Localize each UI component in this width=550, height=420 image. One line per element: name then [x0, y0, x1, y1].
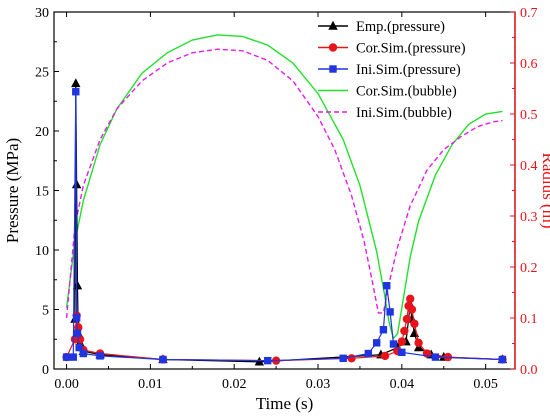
data-point: [410, 319, 419, 328]
data-point: [79, 349, 88, 358]
legend-item: Cor.Sim.(bubble): [318, 84, 457, 100]
y-tick-label: 30: [35, 6, 49, 21]
y2-tick-label: 0.3: [520, 210, 538, 225]
y2-tick-label: 0.2: [520, 261, 538, 276]
legend-label: Ini.Sim.(bubble): [356, 105, 452, 121]
series-ini-sim-bubble: [65, 48, 503, 319]
data-point: [347, 354, 356, 363]
data-point: [62, 353, 71, 361]
series-ini-sim-pressure: [62, 88, 507, 365]
data-point: [379, 326, 388, 334]
data-point: [414, 338, 423, 348]
left-y-axis: 0 5 10 15 20 25 30: [35, 6, 59, 378]
data-point: [409, 328, 420, 337]
data-point: [389, 340, 398, 348]
pressure-series-layer: [62, 78, 508, 366]
data-point: [75, 343, 83, 352]
y-tick-label: 0: [42, 363, 49, 378]
data-point: [400, 326, 409, 336]
legend-swatch-marker: [328, 20, 338, 30]
x-axis-label: Time (s): [256, 394, 313, 413]
data-point: [72, 88, 80, 96]
series-cor-sim-bubble: [65, 34, 503, 340]
data-point: [386, 308, 394, 316]
series-emp-pressure: [70, 78, 508, 366]
data-point: [402, 314, 412, 324]
x-tick-label: 0.03: [306, 377, 331, 392]
data-point: [73, 329, 82, 337]
legend-item: Cor.Sim.(pressure): [318, 41, 466, 57]
x-tick-label: 0.04: [390, 377, 415, 392]
y2-tick-label: 0.4: [520, 159, 538, 174]
y2-tick-label: 0.7: [520, 6, 538, 21]
data-point: [264, 356, 272, 365]
data-point: [498, 355, 507, 364]
data-point: [380, 351, 390, 361]
data-point: [398, 348, 406, 357]
legend-item: Ini.Sim.(bubble): [318, 105, 452, 121]
y-tick-label: 10: [35, 244, 49, 259]
legend-item: Ini.Sim.(pressure): [318, 62, 461, 78]
left-y-axis-label: Pressure (MPa): [3, 138, 22, 243]
y2-tick-label: 0.6: [520, 57, 538, 72]
legend-label: Cor.Sim.(pressure): [356, 41, 466, 57]
series-line: [74, 83, 503, 363]
y2-tick-label: 0.0: [520, 363, 538, 378]
x-tick-label: 0.01: [138, 377, 163, 392]
series-line: [65, 34, 503, 340]
series-line: [66, 298, 503, 362]
right-y-axis: 0.0 0.1 0.2 0.3 0.4 0.5 0.6 0.7: [510, 6, 538, 378]
x-tick-label: 0.00: [54, 377, 79, 392]
series-line: [66, 91, 503, 362]
y-tick-label: 15: [35, 185, 49, 200]
legend: Emp.(pressure) Cor.Sim.(pressure) Ini.Sim.…: [318, 19, 466, 121]
right-y-axis-label: Radius (m): [539, 152, 550, 228]
series-cor-sim-pressure: [62, 294, 507, 365]
series-line: [65, 48, 503, 319]
legend-label: Emp.(pressure): [356, 19, 445, 35]
legend-swatch-marker: [328, 43, 338, 52]
data-point: [71, 78, 81, 88]
data-point: [159, 355, 167, 364]
legend-item: Emp.(pressure): [318, 19, 445, 35]
data-point: [74, 323, 83, 332]
y2-tick-label: 0.1: [520, 312, 538, 327]
y-tick-label: 5: [42, 304, 49, 319]
data-point: [407, 305, 417, 314]
y-tick-label: 25: [35, 66, 49, 81]
data-point: [373, 339, 381, 347]
x-tick-label: 0.02: [222, 377, 247, 392]
x-axis: 0.00 0.01 0.02 0.03 0.04 0.05: [54, 12, 498, 392]
y2-tick-label: 0.5: [520, 108, 538, 123]
data-point: [383, 282, 391, 290]
data-point: [69, 353, 77, 361]
legend-label: Ini.Sim.(pressure): [356, 62, 461, 78]
data-point: [72, 314, 81, 322]
data-point: [397, 337, 407, 346]
data-point: [72, 280, 83, 290]
legend-label: Cor.Sim.(bubble): [356, 84, 457, 100]
data-point: [364, 349, 373, 358]
y-tick-label: 20: [35, 125, 49, 140]
x-tick-label: 0.05: [473, 377, 498, 392]
data-point: [96, 352, 104, 360]
legend-swatch-marker: [329, 65, 337, 73]
data-point: [339, 354, 347, 362]
data-point: [406, 294, 415, 303]
data-point: [431, 353, 440, 361]
bubble-series-layer: [65, 34, 503, 340]
